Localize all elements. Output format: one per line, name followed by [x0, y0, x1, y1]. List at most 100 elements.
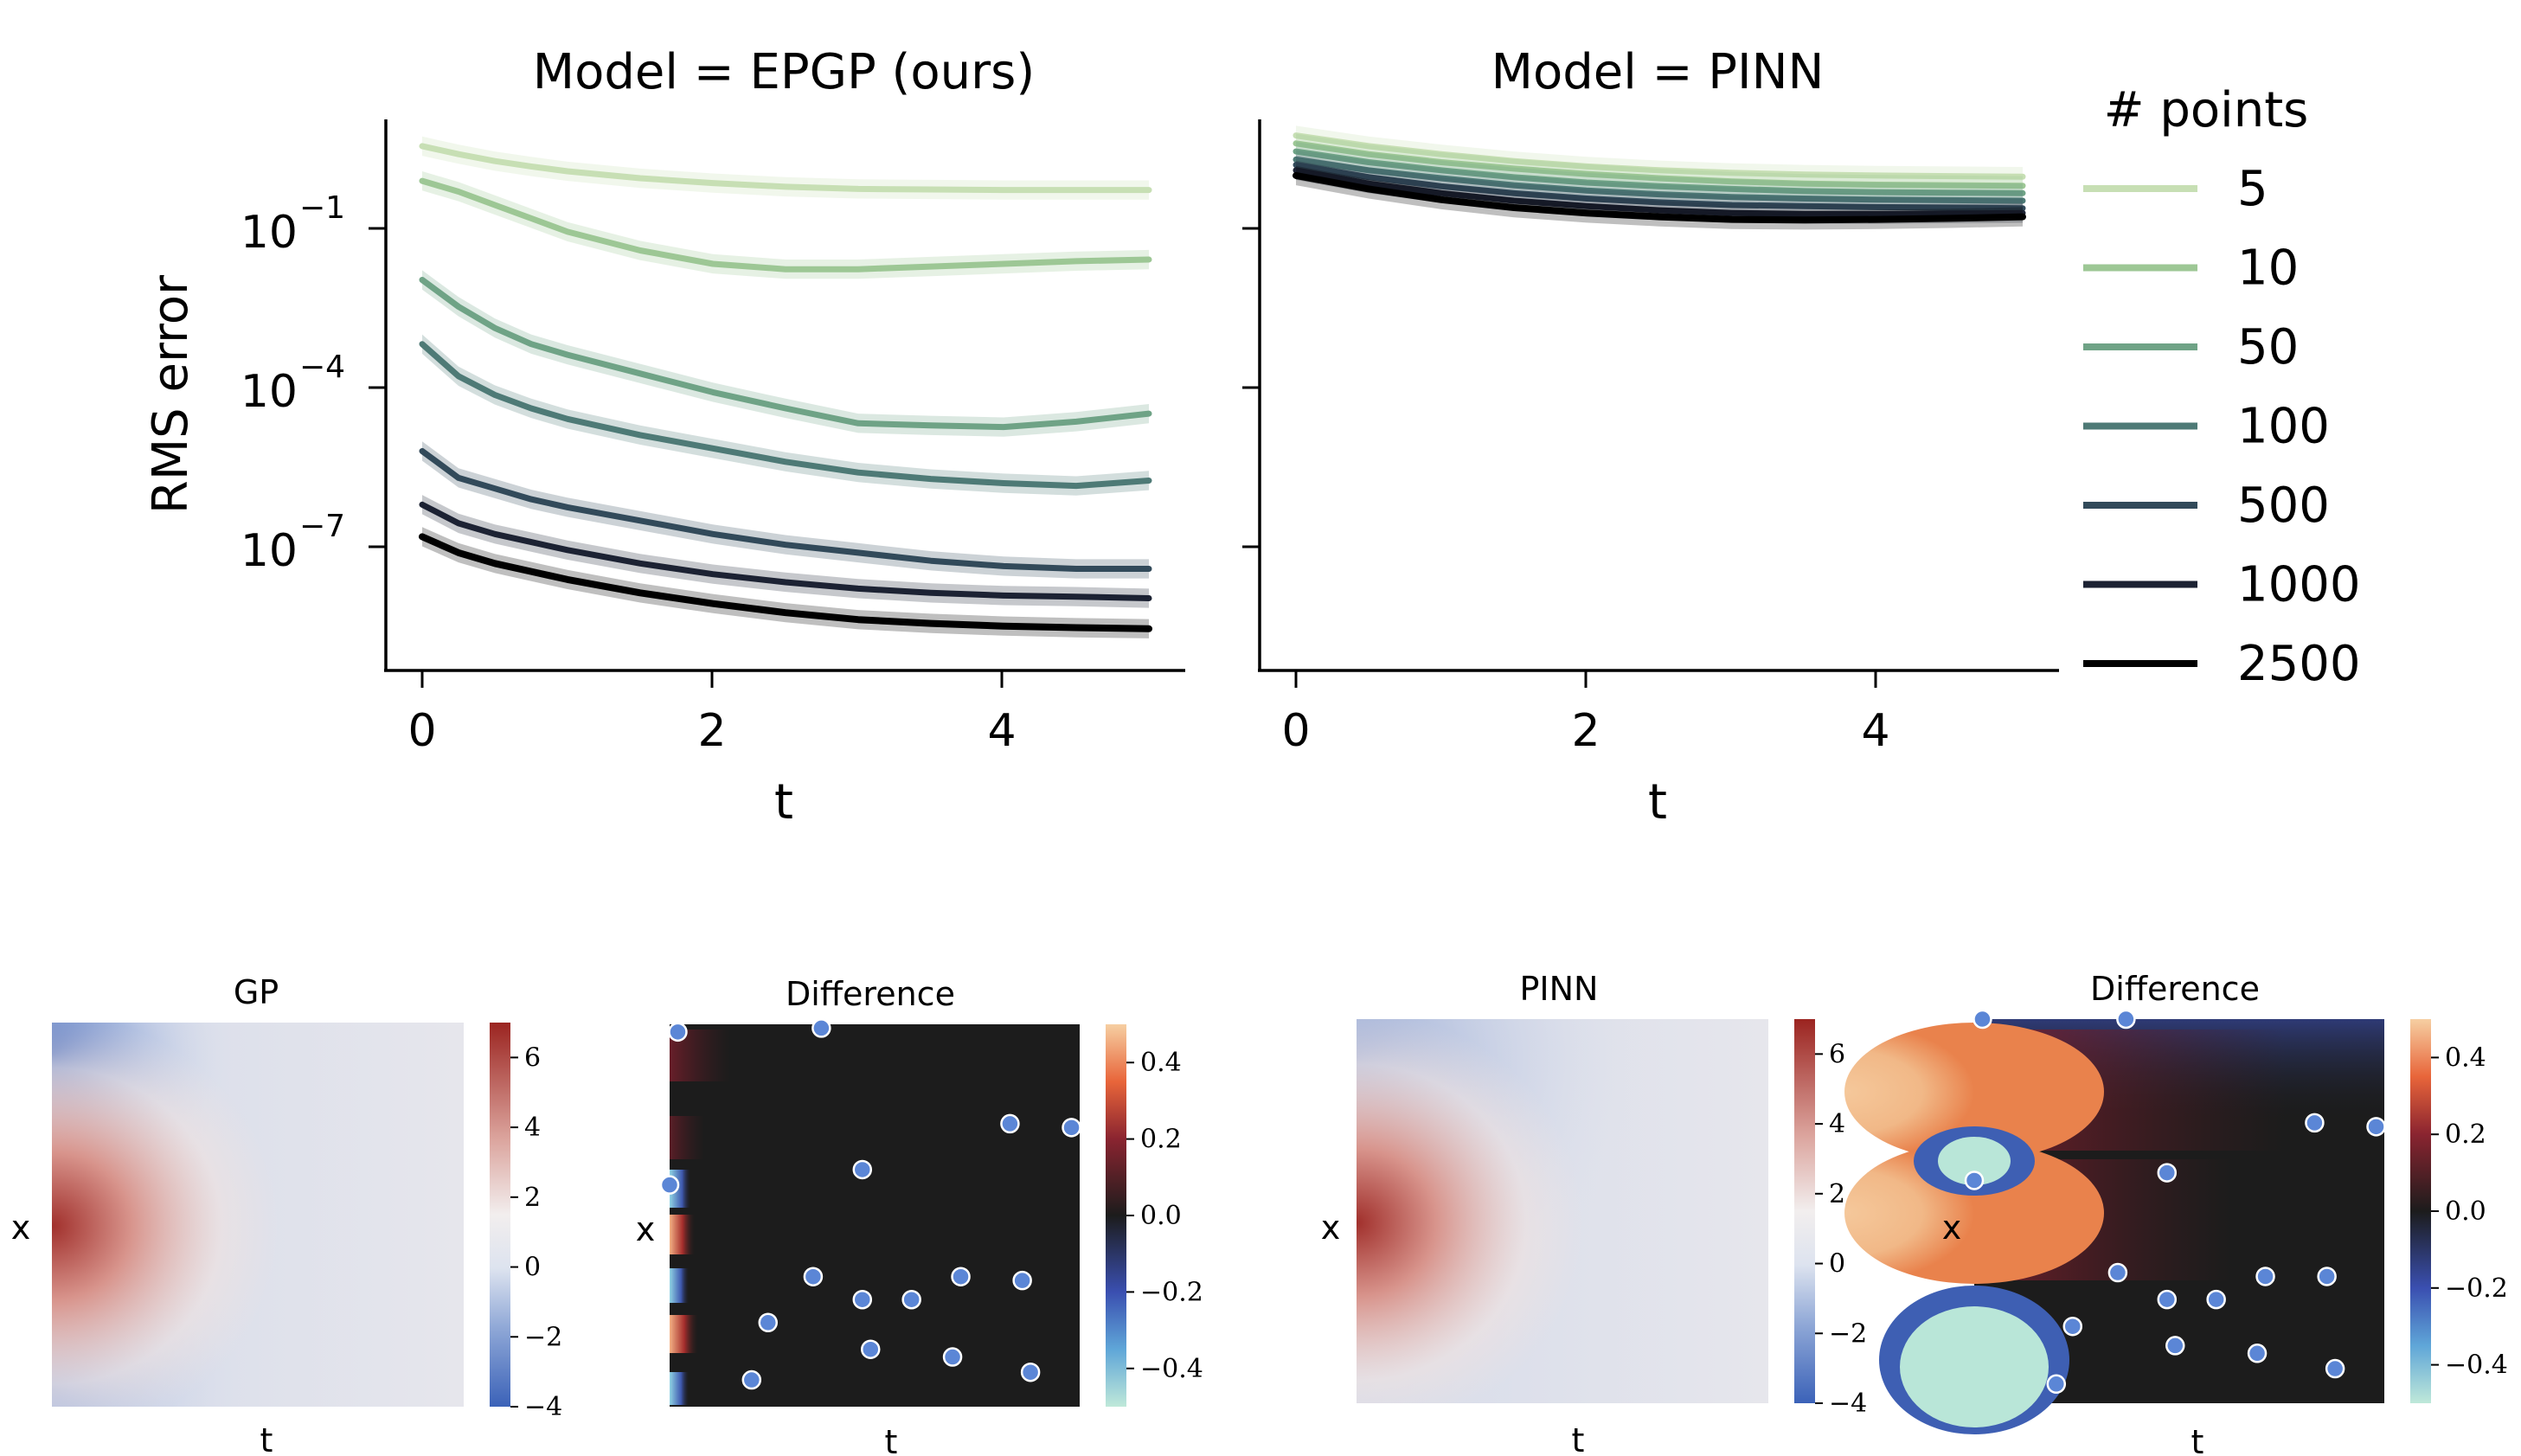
legend-label-50: 50: [2237, 319, 2299, 375]
legend-label-100: 100: [2237, 399, 2330, 455]
gp-diff-cb-ticklabel: 0.4: [1140, 1048, 1182, 1078]
epgp-ytick-1-base: 10: [241, 207, 298, 259]
pinn-diff-cb-ticklabel: 0.2: [2445, 1119, 2486, 1150]
pinn-xtick-2: 2: [1571, 705, 1600, 757]
epgp-band-10: [422, 171, 1149, 279]
pinn-diff-point-7: [2157, 1289, 2178, 1310]
pinn-band-2500: [1296, 165, 2023, 230]
gp-diff-point-6: [803, 1267, 824, 1286]
epgp-ytick-7-base: 10: [241, 525, 298, 577]
gp-diff-point-7: [852, 1289, 873, 1310]
pinn-colorbar-ticks: 6 4 2 0 −2 −4: [1815, 1039, 1867, 1419]
pinn-colorbar: [1794, 1019, 1815, 1403]
legend-label-500: 500: [2237, 478, 2330, 534]
gp-ylabel: x: [11, 1209, 31, 1247]
pinn-diff-point-11: [2062, 1316, 2083, 1337]
epgp-line-10: [419, 177, 1152, 273]
pinn-diff-point-15: [2046, 1374, 2067, 1395]
epgp-line-100: [419, 341, 1152, 490]
pinn-line-100: [1293, 156, 2026, 204]
gp-cb-ticklabel: −2: [524, 1322, 562, 1352]
epgp-ytick-4-exp: −4: [299, 350, 345, 385]
pinn-band-100: [1296, 150, 2023, 211]
pinn-chart: Model = PINN 0 2 4 t: [1242, 44, 2059, 831]
pinn-diff-point-13: [2247, 1344, 2268, 1363]
gp-diff-point-8: [901, 1289, 921, 1310]
epgp-xtick-4: 4: [987, 705, 1016, 757]
pinn-diff-ylabel: x: [1942, 1209, 1962, 1247]
pinn-heatmap-panel: PINN x t 6 4 2 0 −2 −4: [1321, 970, 1867, 1456]
gp-diff-point-1: [811, 1018, 831, 1038]
gp-diff-title: Difference: [786, 975, 955, 1013]
pinn-diff-point-6: [2107, 1262, 2128, 1283]
pinn-diff-point-4: [2157, 1163, 2178, 1183]
gp-diff-cb-ticklabel: 0.0: [1140, 1201, 1182, 1231]
pinn-xtick-0: 0: [1281, 705, 1310, 757]
pinn-difference-panel: Difference x t 0.4 0.2 0.0 −0.2 −0.4: [1844, 970, 2508, 1456]
epgp-line-500: [419, 447, 1152, 572]
epgp-ytick-1: 10 −1: [241, 190, 386, 259]
pinn-cb-ticklabel: 4: [1829, 1109, 1845, 1139]
pinn-diff-cb-ticklabel: 0.0: [2445, 1196, 2486, 1227]
gp-cb-ticklabel: 4: [524, 1113, 541, 1143]
pinn-diff-colorbar: [2410, 1019, 2431, 1403]
epgp-ytick-1-exp: −1: [299, 190, 345, 226]
gp-diff-point-3: [1062, 1118, 1081, 1138]
gp-cb-ticklabel: 2: [524, 1183, 541, 1213]
pinn-title: Model = PINN: [1491, 44, 1825, 100]
gp-diff-point-10: [1012, 1270, 1032, 1291]
pinn-line-2500: [1293, 171, 2026, 224]
legend: # points 5 10 50 100 500 1000 2500: [2083, 82, 2361, 692]
gp-xlabel: t: [260, 1421, 273, 1456]
pinn-diff-xlabel: t: [2191, 1423, 2204, 1456]
gp-cb-ticklabel: 0: [524, 1253, 541, 1283]
pinn-line-50: [1293, 148, 2026, 196]
pinn-diff-point-3: [2366, 1117, 2386, 1137]
pinn-hm-xlabel: t: [1572, 1421, 1585, 1456]
pinn-cb-ticklabel: −2: [1829, 1318, 1867, 1349]
pinn-cb-ticklabel: 0: [1829, 1249, 1845, 1280]
pinn-band-1000: [1296, 160, 2023, 224]
pinn-line-5: [1293, 132, 2026, 180]
pinn-diff-point-0: [1973, 1009, 1992, 1029]
gp-heatmap: [52, 1023, 464, 1407]
gp-cb-ticklabel: 6: [524, 1042, 541, 1073]
gp-colorbar: [490, 1023, 510, 1407]
pinn-diff-cb-ticklabel: −0.4: [2445, 1350, 2508, 1381]
pinn-diff-point-1: [2116, 1009, 2136, 1029]
gp-title: GP: [234, 973, 279, 1011]
epgp-ytick-7: 10 −7: [241, 509, 386, 577]
gp-diff-point-4: [852, 1159, 873, 1180]
legend-label-5: 5: [2237, 161, 2268, 217]
epgp-ytick-4: 10 −4: [241, 350, 386, 418]
pinn-diff-cb-ticklabel: −0.2: [2445, 1273, 2508, 1304]
pinn-difference-heatmap: [1844, 1019, 2384, 1434]
pinn-hm-ylabel: x: [1321, 1209, 1341, 1247]
epgp-ytick-7-exp: −7: [299, 509, 345, 544]
pinn-diff-point-5: [1964, 1171, 1985, 1190]
pinn-series-group: [1293, 125, 2026, 230]
pinn-band-10: [1296, 133, 2023, 196]
pinn-band-5: [1296, 125, 2023, 187]
gp-diff-cb-ticklabel: −0.2: [1140, 1277, 1203, 1307]
pinn-hm-title: PINN: [1520, 970, 1599, 1008]
pinn-band-500: [1296, 155, 2023, 218]
pinn-heatmap: [1357, 1019, 1768, 1403]
epgp-line-2500: [419, 533, 1152, 632]
gp-diff-point-15: [741, 1369, 762, 1390]
gp-diff-point-14: [1020, 1362, 1041, 1382]
pinn-diff-point-14: [2325, 1358, 2345, 1379]
gp-colorbar-ticks: 6 4 2 0 −2 −4: [510, 1042, 562, 1422]
gp-diff-points: [659, 1018, 1081, 1390]
pinn-diff-point-9: [2255, 1267, 2275, 1286]
legend-label-1000: 1000: [2237, 557, 2361, 613]
pinn-diff-point-2: [2305, 1113, 2325, 1133]
gp-diff-point-0: [668, 1022, 688, 1042]
pinn-line-10: [1293, 140, 2026, 189]
gp-cb-ticklabel: −4: [524, 1392, 562, 1422]
legend-label-2500: 2500: [2237, 636, 2361, 692]
epgp-xticks: 0 2 4: [407, 670, 1017, 757]
gp-diff-point-11: [758, 1312, 779, 1333]
epgp-ylabel: RMS error: [143, 274, 199, 514]
pinn-cb-ticklabel: −4: [1829, 1389, 1867, 1419]
